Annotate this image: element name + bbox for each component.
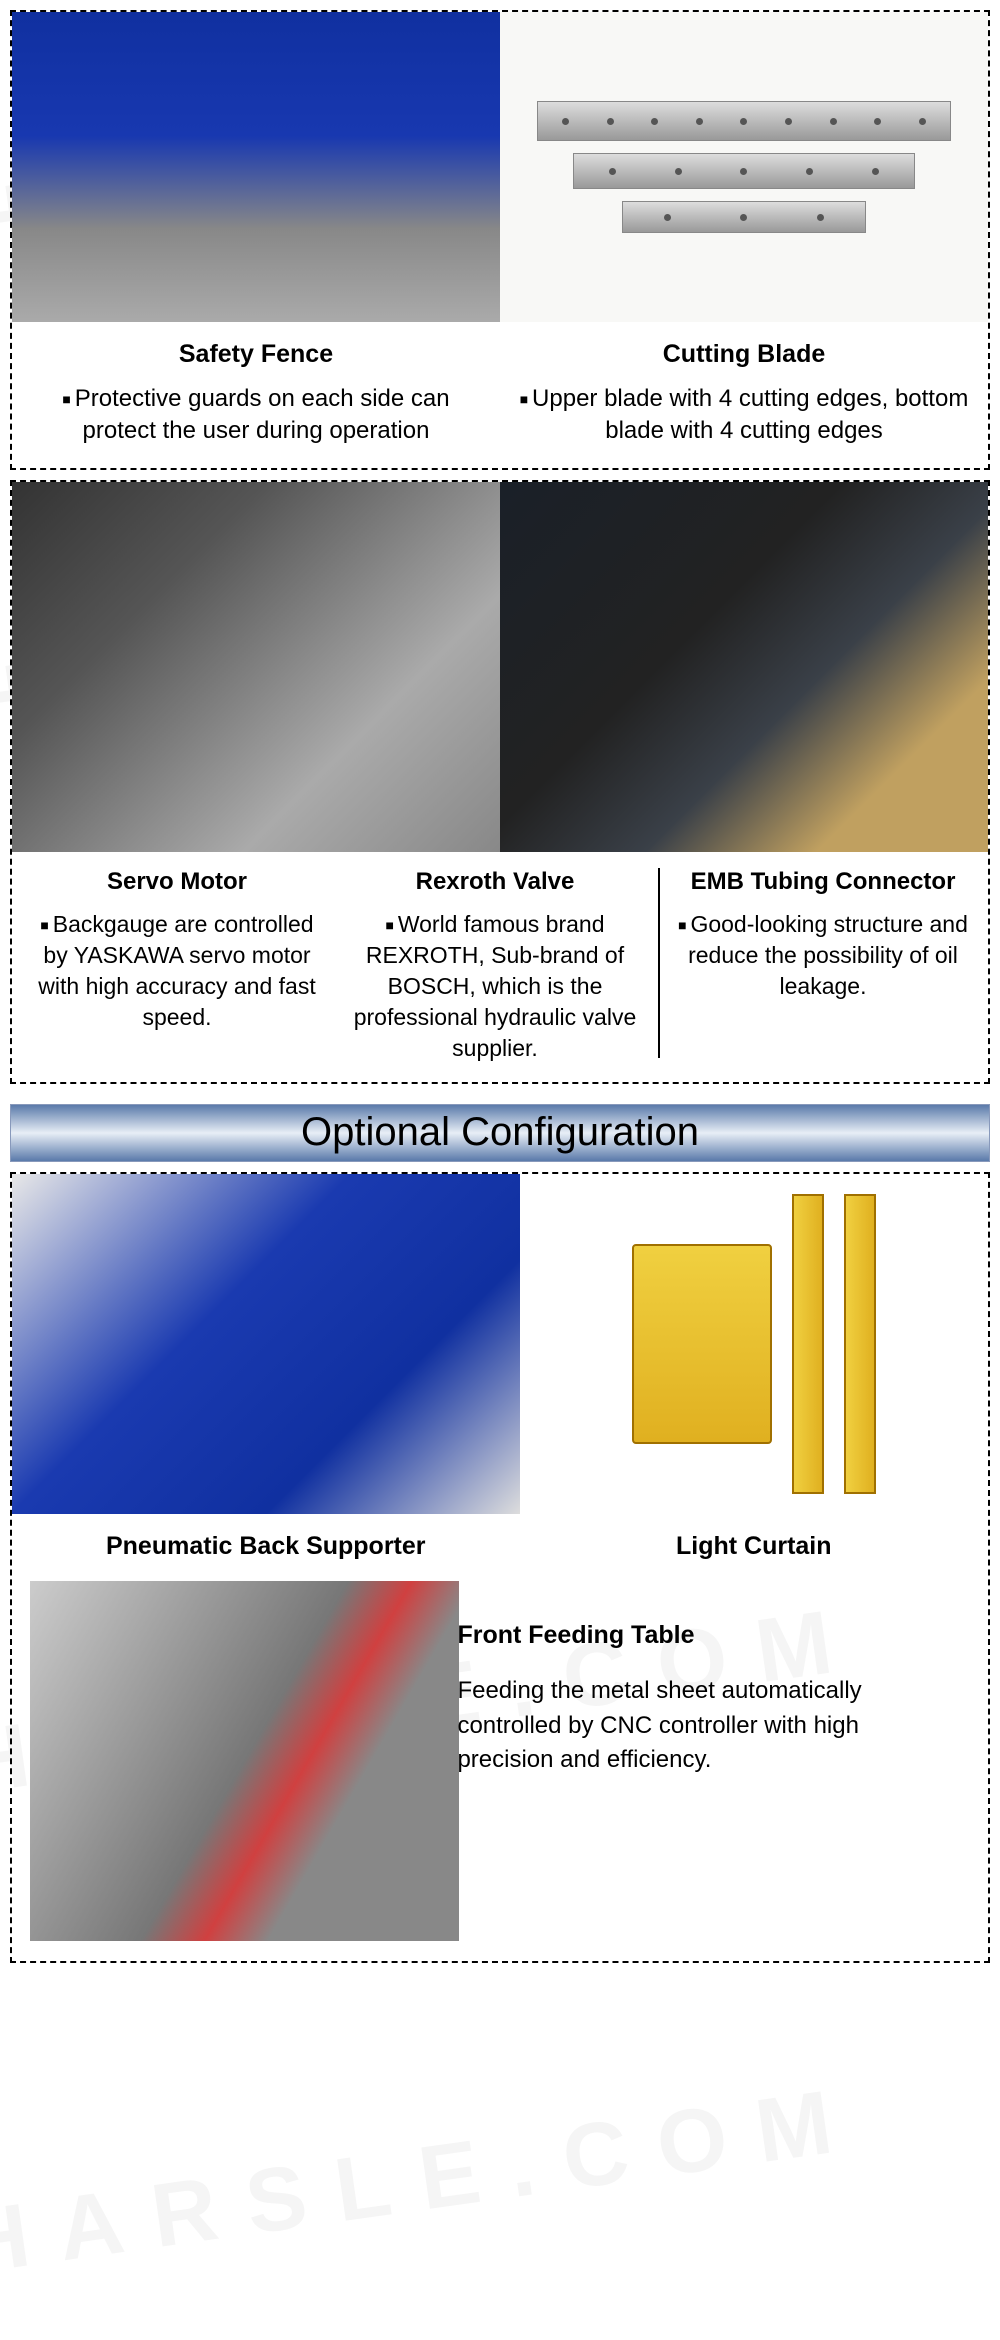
light-curtain-title: Light Curtain: [520, 1532, 988, 1561]
front-feeding-table-image: [30, 1581, 459, 1941]
servo-motor-desc: Backgauge are controlled by YASKAWA serv…: [24, 909, 330, 1033]
light-curtain-pillar: [844, 1194, 876, 1494]
rexroth-valve-desc: World famous brand REXROTH, Sub-brand of…: [342, 909, 648, 1064]
rexroth-valve-col: Rexroth Valve World famous brand REXROTH…: [336, 862, 654, 1064]
light-curtain-controller: [632, 1244, 772, 1444]
servo-motor-col: Servo Motor Backgauge are controlled by …: [18, 862, 336, 1064]
cutting-blade-col: Cutting Blade Upper blade with 4 cutting…: [500, 12, 988, 468]
pneumatic-supporter-image: [12, 1174, 520, 1514]
safety-fence-col: Safety Fence Protective guards on each s…: [12, 12, 500, 468]
vertical-separator: [658, 868, 660, 1058]
optional-configuration-header: Optional Configuration: [10, 1104, 990, 1162]
emb-tubing-desc: Good-looking structure and reduce the po…: [670, 909, 976, 1002]
front-feeding-table-title: Front Feeding Table: [457, 1621, 960, 1650]
feature-box-row2: Servo Motor Backgauge are controlled by …: [10, 480, 990, 1084]
safety-fence-title: Safety Fence: [12, 340, 500, 369]
safety-fence-desc: Protective guards on each side can prote…: [12, 383, 500, 468]
servo-motor-title: Servo Motor: [24, 868, 330, 897]
safety-fence-image: [12, 12, 500, 322]
light-curtain-pillar: [792, 1194, 824, 1494]
front-feeding-table-desc: Feeding the metal sheet automatically co…: [457, 1674, 960, 1778]
light-curtain-image: [520, 1174, 988, 1514]
pneumatic-supporter-title: Pneumatic Back Supporter: [12, 1532, 520, 1561]
feature-box-row1: Safety Fence Protective guards on each s…: [10, 10, 990, 470]
emb-tubing-title: EMB Tubing Connector: [670, 868, 976, 897]
watermark: HARSLE.COM: [0, 2068, 868, 2296]
emb-tubing-col: EMB Tubing Connector Good-looking struct…: [664, 862, 982, 1064]
servo-motor-image: [12, 482, 500, 852]
rexroth-valve-title: Rexroth Valve: [342, 868, 648, 897]
cutting-blade-image: [500, 12, 988, 322]
cutting-blade-desc: Upper blade with 4 cutting edges, bottom…: [500, 383, 988, 468]
optional-config-box: Pneumatic Back Supporter Light Curtain F…: [10, 1172, 990, 1963]
rexroth-valve-image: [500, 482, 988, 852]
cutting-blade-title: Cutting Blade: [500, 340, 988, 369]
